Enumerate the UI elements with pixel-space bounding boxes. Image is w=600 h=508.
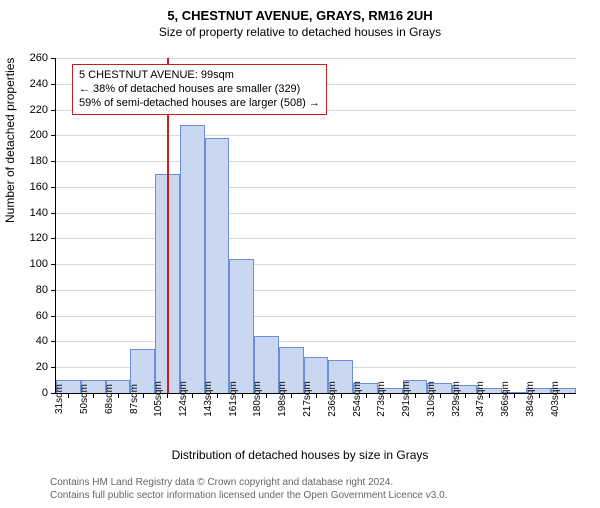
y-tick xyxy=(51,213,56,214)
x-tick xyxy=(564,393,565,398)
gridline xyxy=(56,135,576,136)
x-tick xyxy=(539,393,540,398)
y-tick xyxy=(51,316,56,317)
x-tick-label: 217sqm xyxy=(302,381,313,417)
x-tick-label: 68sqm xyxy=(104,384,115,414)
y-tick xyxy=(51,187,56,188)
y-tick xyxy=(51,58,56,59)
y-tick xyxy=(51,135,56,136)
gridline xyxy=(56,290,576,291)
x-tick-label: 236sqm xyxy=(327,381,338,417)
gridline xyxy=(56,316,576,317)
x-tick xyxy=(415,393,416,398)
x-tick-label: 273sqm xyxy=(376,381,387,417)
y-tick xyxy=(51,341,56,342)
histogram-bar xyxy=(229,259,254,393)
y-tick-label: 260 xyxy=(30,52,48,64)
x-tick-label: 366sqm xyxy=(500,381,511,417)
y-tick-label: 220 xyxy=(30,104,48,116)
annotation-line: ← 38% of detached houses are smaller (32… xyxy=(79,83,320,97)
histogram-chart: 02040608010012014016018020022024026031sq… xyxy=(55,58,576,394)
y-tick xyxy=(51,367,56,368)
annotation-line: 5 CHESTNUT AVENUE: 99sqm xyxy=(79,69,320,83)
y-tick-label: 80 xyxy=(36,284,48,296)
x-tick xyxy=(341,393,342,398)
footer-line-1: Contains HM Land Registry data © Crown c… xyxy=(50,476,447,489)
x-tick xyxy=(390,393,391,398)
x-tick xyxy=(118,393,119,398)
x-tick xyxy=(167,393,168,398)
y-tick-label: 140 xyxy=(30,207,48,219)
x-tick xyxy=(143,393,144,398)
annotation-box: 5 CHESTNUT AVENUE: 99sqm← 38% of detache… xyxy=(72,64,327,115)
x-tick xyxy=(68,393,69,398)
gridline xyxy=(56,341,576,342)
y-tick-label: 180 xyxy=(30,155,48,167)
y-tick xyxy=(51,161,56,162)
x-tick xyxy=(266,393,267,398)
histogram-bar xyxy=(180,125,205,393)
y-tick xyxy=(51,84,56,85)
y-axis-title: Number of detached properties xyxy=(3,58,17,223)
footer-line-2: Contains full public sector information … xyxy=(50,489,447,502)
y-tick xyxy=(51,110,56,111)
x-tick-label: 347sqm xyxy=(475,381,486,417)
y-tick-label: 120 xyxy=(30,232,48,244)
x-tick xyxy=(514,393,515,398)
y-tick-label: 240 xyxy=(30,78,48,90)
x-tick-label: 87sqm xyxy=(129,384,140,414)
x-tick-label: 384sqm xyxy=(525,381,536,417)
y-tick-label: 0 xyxy=(42,387,48,399)
x-tick xyxy=(217,393,218,398)
x-tick-label: 50sqm xyxy=(79,384,90,414)
y-tick-label: 200 xyxy=(30,129,48,141)
y-tick-label: 160 xyxy=(30,181,48,193)
page-subtitle: Size of property relative to detached ho… xyxy=(0,25,600,39)
y-tick-label: 40 xyxy=(36,335,48,347)
x-tick-label: 198sqm xyxy=(277,381,288,417)
gridline xyxy=(56,238,576,239)
gridline xyxy=(56,264,576,265)
x-tick xyxy=(465,393,466,398)
footer-attribution: Contains HM Land Registry data © Crown c… xyxy=(50,476,447,502)
y-tick-label: 60 xyxy=(36,310,48,322)
annotation-line: 59% of semi-detached houses are larger (… xyxy=(79,97,320,111)
y-tick xyxy=(51,238,56,239)
x-tick-label: 161sqm xyxy=(228,381,239,417)
x-tick xyxy=(489,393,490,398)
x-tick-label: 105sqm xyxy=(153,381,164,417)
y-tick-label: 20 xyxy=(36,361,48,373)
x-tick-label: 291sqm xyxy=(401,381,412,417)
x-tick-label: 254sqm xyxy=(352,381,363,417)
x-tick xyxy=(366,393,367,398)
gridline xyxy=(56,161,576,162)
x-tick-label: 403sqm xyxy=(550,381,561,417)
x-tick-label: 31sqm xyxy=(54,384,65,414)
gridline xyxy=(56,187,576,188)
y-tick xyxy=(51,264,56,265)
y-tick xyxy=(51,290,56,291)
page-title: 5, CHESTNUT AVENUE, GRAYS, RM16 2UH xyxy=(0,8,600,23)
gridline xyxy=(56,213,576,214)
x-tick-label: 143sqm xyxy=(203,381,214,417)
x-tick-label: 124sqm xyxy=(178,381,189,417)
x-tick-label: 180sqm xyxy=(252,381,263,417)
x-tick xyxy=(291,393,292,398)
x-tick xyxy=(93,393,94,398)
x-tick xyxy=(316,393,317,398)
x-axis-title: Distribution of detached houses by size … xyxy=(0,448,600,462)
y-tick-label: 100 xyxy=(30,258,48,270)
gridline xyxy=(56,58,576,59)
x-tick xyxy=(242,393,243,398)
x-tick xyxy=(192,393,193,398)
x-tick-label: 310sqm xyxy=(426,381,437,417)
x-tick-label: 329sqm xyxy=(451,381,462,417)
x-tick xyxy=(440,393,441,398)
histogram-bar xyxy=(205,138,230,393)
